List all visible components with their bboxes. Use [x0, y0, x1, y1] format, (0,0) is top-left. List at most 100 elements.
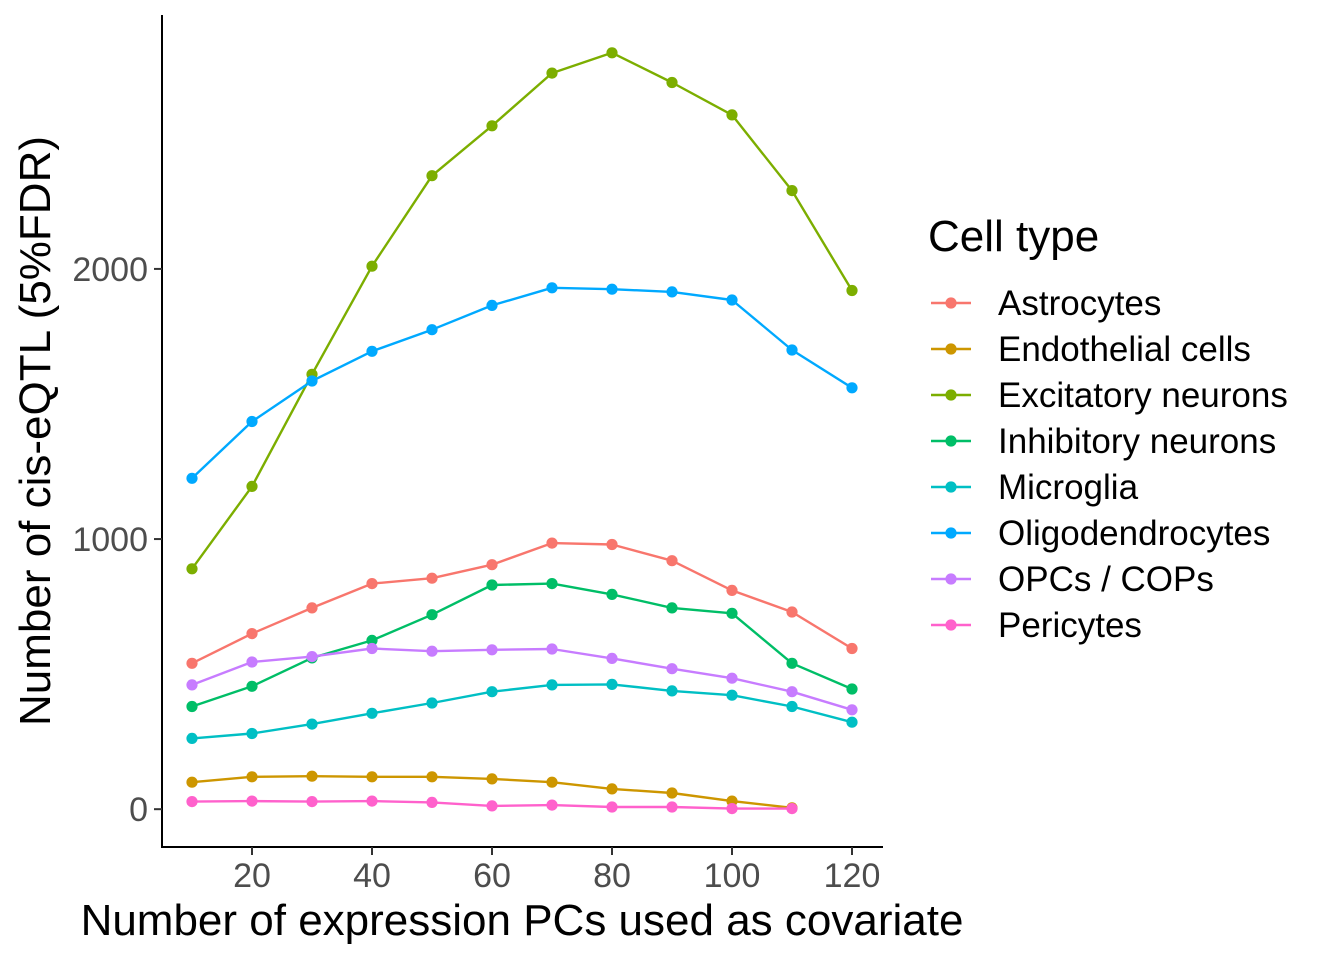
data-point — [366, 707, 378, 719]
data-point — [846, 642, 858, 655]
data-point — [306, 602, 318, 614]
data-point — [306, 375, 318, 387]
series-line — [191, 51, 854, 570]
legend-key-point — [945, 619, 957, 631]
data-point — [606, 652, 618, 665]
legend-item: Oligodendrocytes — [931, 514, 1270, 553]
data-point — [786, 700, 798, 713]
legend-key-point — [945, 435, 957, 447]
x-axis-ticks: 20 40 60 80 100 120 — [233, 847, 880, 895]
data-point — [726, 584, 738, 597]
data-point — [786, 686, 798, 698]
data-point — [666, 663, 678, 675]
data-point — [726, 689, 738, 701]
data-point — [666, 555, 678, 567]
legend-label: Astrocytes — [998, 284, 1161, 323]
data-point — [186, 679, 198, 691]
data-point — [666, 685, 678, 697]
x-tick-label: 40 — [353, 857, 391, 895]
y-axis-ticks: 0 1000 2000 — [72, 251, 162, 829]
series-astrocytes — [186, 537, 858, 669]
data-point — [546, 578, 558, 590]
data-point — [426, 697, 438, 709]
legend-key-point — [945, 343, 957, 355]
legend-key-point — [945, 297, 957, 309]
y-tick-label: 2000 — [72, 251, 148, 289]
series-line — [191, 647, 853, 711]
series-excitatory-neurons — [186, 47, 858, 575]
data-point — [666, 787, 678, 799]
data-point — [246, 628, 258, 640]
data-point — [486, 579, 498, 591]
legend-label: OPCs / COPs — [998, 560, 1214, 599]
data-point — [366, 578, 378, 590]
data-point — [666, 602, 678, 614]
legend: Cell type Astrocytes Endothelial cells Exc… — [928, 212, 1288, 645]
data-point — [726, 803, 738, 815]
series-microglia — [186, 678, 858, 745]
data-point — [426, 609, 438, 621]
data-point — [246, 771, 258, 783]
legend-item: Endothelial cells — [931, 330, 1251, 369]
data-point — [786, 657, 798, 669]
y-tick-label: 0 — [129, 791, 148, 829]
data-point — [366, 771, 378, 783]
series-layer — [186, 47, 858, 815]
data-point — [246, 415, 258, 428]
data-point — [426, 645, 438, 657]
data-point — [426, 572, 438, 584]
data-point — [606, 47, 618, 59]
data-point — [426, 771, 438, 783]
data-point — [846, 716, 858, 728]
legend-title: Cell type — [928, 212, 1099, 261]
data-point — [186, 700, 198, 713]
data-point — [366, 634, 378, 647]
data-point — [306, 796, 318, 808]
x-tick-label: 80 — [593, 857, 631, 895]
legend-item: Inhibitory neurons — [931, 422, 1276, 461]
data-point — [186, 776, 198, 788]
data-point — [426, 324, 438, 336]
y-tick-label: 1000 — [72, 521, 148, 559]
legend-key-point — [945, 527, 957, 539]
data-point — [726, 109, 738, 121]
data-point — [486, 559, 498, 571]
data-point — [846, 683, 858, 695]
data-point — [846, 704, 858, 716]
x-tick-label: 120 — [824, 857, 881, 895]
data-point — [726, 607, 738, 619]
data-point — [426, 796, 438, 809]
data-point — [246, 480, 258, 492]
data-point — [306, 651, 318, 663]
x-tick-label: 60 — [473, 857, 511, 895]
data-point — [486, 644, 498, 656]
data-point — [426, 170, 438, 182]
series-line — [191, 683, 853, 740]
data-point — [786, 185, 798, 197]
data-point — [786, 344, 798, 356]
x-tick-label: 20 — [233, 857, 271, 895]
series-pericytes — [186, 795, 798, 815]
legend-item: OPCs / COPs — [931, 560, 1214, 599]
data-point — [186, 796, 198, 808]
data-point — [546, 282, 558, 294]
x-axis-title: Number of expression PCs used as covaria… — [81, 896, 964, 945]
legend-label: Oligodendrocytes — [998, 514, 1270, 553]
data-point — [786, 803, 798, 815]
data-point — [366, 345, 378, 357]
data-point — [846, 284, 858, 297]
data-point — [546, 799, 558, 811]
data-point — [306, 770, 318, 782]
legend-label: Inhibitory neurons — [998, 422, 1276, 461]
legend-key-point — [945, 573, 957, 585]
data-point — [246, 656, 258, 668]
legend-item: Microglia — [931, 468, 1139, 507]
data-point — [666, 76, 678, 89]
data-point — [366, 260, 378, 272]
data-point — [366, 642, 378, 655]
data-point — [186, 657, 198, 669]
data-point — [606, 783, 618, 795]
legend-label: Endothelial cells — [998, 330, 1251, 369]
data-point — [726, 672, 738, 684]
